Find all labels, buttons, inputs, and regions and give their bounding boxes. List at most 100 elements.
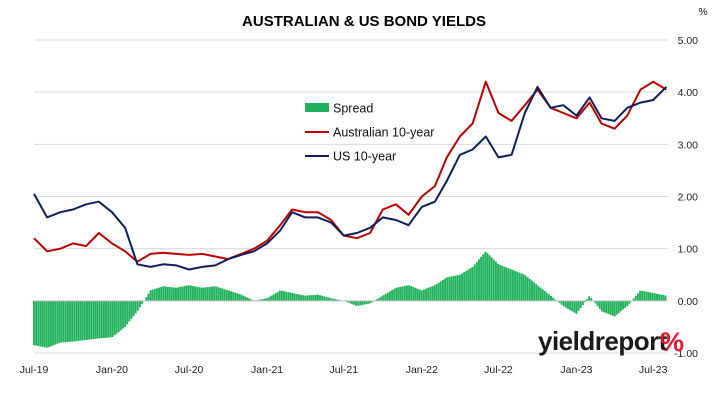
spread-bar [33,300,35,346]
spread-bar [100,300,103,339]
spread-bar [37,300,40,347]
spread-bar [435,284,438,301]
spread-bar [643,291,646,301]
x-tick-label: Jul-23 [639,364,668,376]
spread-bar [261,299,264,301]
spread-bar [458,274,461,301]
spread-bar [571,300,574,312]
spread-bar [626,300,629,307]
x-tick-label: Jul-22 [484,364,513,376]
spread-bar [433,285,436,301]
spread-bar [206,287,209,301]
spread-bar [170,287,173,301]
spread-bar [516,271,519,301]
spread-bar [215,286,218,301]
spread-bar [242,295,245,301]
spread-bar [244,296,247,301]
spread-bar [189,285,192,301]
spread-bar [86,300,88,340]
spread-bar [645,291,648,301]
spread-bar [497,263,500,301]
spread-bar [429,287,432,301]
spread-bar [160,286,163,301]
spread-bar [511,270,514,301]
spread-bar [560,300,563,305]
spread-bar [98,300,101,339]
spread-bar [287,292,290,301]
spread-bar [594,300,597,304]
grid-lines [34,39,668,354]
spread-bar [613,300,616,317]
spread-bar [276,291,279,301]
spread-bar [232,292,235,301]
spread-bar [155,288,158,301]
spread-bar [514,270,516,301]
spread-bar [202,287,205,301]
spread-bar [43,300,46,348]
spread-bar [442,279,444,301]
spread-bar [145,297,148,301]
spread-bar [81,300,84,341]
spread-bar [247,297,249,301]
spread-bar [194,286,196,301]
spread-bar [490,257,493,301]
spread-bar [465,270,468,301]
spread-bar [469,268,472,301]
spread-bar [486,253,489,301]
brand-logo-text: yieldreport [538,326,668,356]
spread-bar [278,290,281,301]
spread-bar [480,256,483,301]
spread-bar [484,251,487,301]
spread-bar [185,285,188,301]
x-tick-label: Jul-19 [20,364,49,376]
spread-bar [73,300,76,342]
spread-bar [204,287,207,301]
spread-bars [33,251,667,348]
spread-bar [151,289,154,301]
spread-bar [138,300,141,308]
legend-swatch-spread [305,103,329,112]
spread-bar [211,286,213,301]
spread-bar [41,300,44,347]
spread-bar [274,293,277,301]
spread-bar [306,295,309,301]
spread-bar [509,269,512,301]
spread-bar [405,285,408,301]
spread-bar [518,272,521,301]
spread-bar [641,290,644,301]
spread-bar [461,273,463,301]
spread-bar [575,300,578,314]
spread-bar [389,291,391,301]
spread-bar [543,290,546,301]
spread-bar [158,287,160,301]
spread-bar [448,276,451,301]
spread-bar [52,300,55,346]
spread-bar [217,287,220,301]
spread-bar [325,296,328,301]
legend-label-australian-10-year: Australian 10-year [333,126,434,140]
spread-bar [266,298,269,301]
spread-bar [427,287,430,301]
spread-bar [439,281,442,301]
spread-bar [403,285,406,301]
spread-bar [418,289,421,301]
spread-bar [628,300,631,304]
spread-bar [528,278,531,301]
spread-bar [115,300,118,334]
spread-bar [393,288,396,301]
spread-bar [348,300,351,304]
spread-bar [401,286,404,301]
spread-bar [310,295,313,301]
spread-bar [554,299,557,301]
spread-bar [297,294,300,301]
spread-bar [397,287,400,301]
x-tick-label: Jul-20 [175,364,204,376]
y-tick-label: 4.00 [678,87,699,99]
spread-bar [49,300,52,347]
spread-bar [577,300,580,311]
spread-bar [365,300,368,305]
spread-bar [382,295,385,301]
spread-bar [291,293,294,301]
x-tick-label: Jan-23 [560,364,592,376]
spread-bar [149,290,152,301]
